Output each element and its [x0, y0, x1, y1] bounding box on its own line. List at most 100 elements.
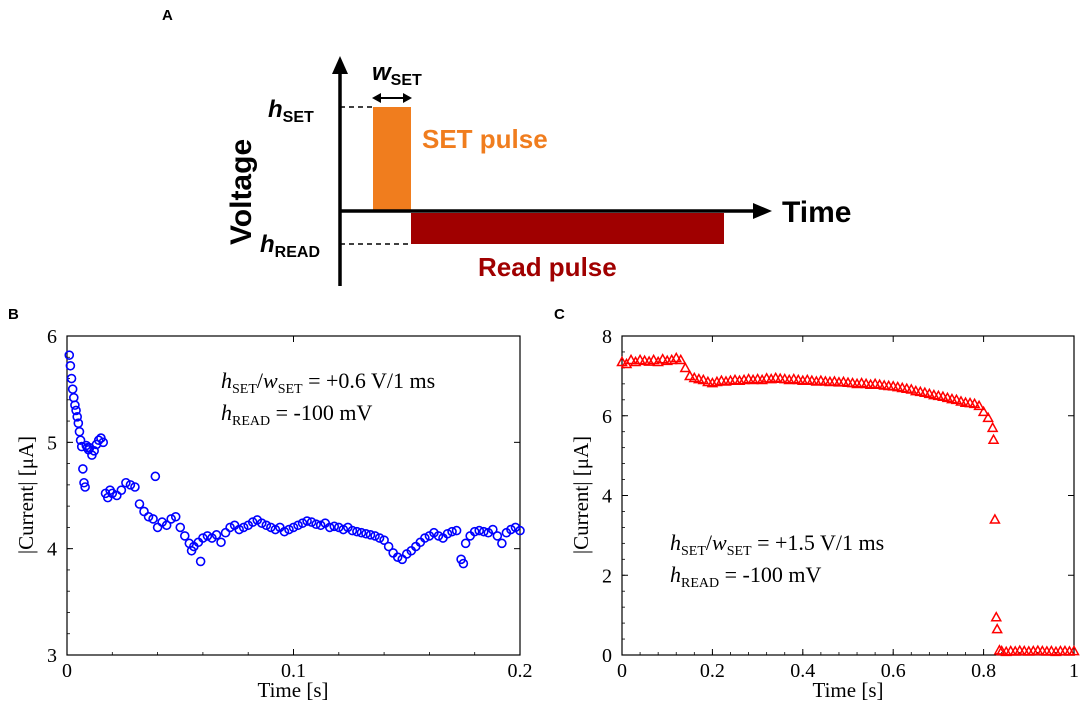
panel-b-data-point [324, 522, 335, 533]
panel-b-data-point [478, 526, 489, 537]
panel-b-data-point [288, 522, 299, 533]
panel-b-data-point [67, 384, 78, 394]
panel-c-y-tick-label: 6 [602, 406, 612, 428]
panel-b-data-point [420, 533, 430, 543]
panel-b-letter: B [8, 306, 19, 323]
panel-c-data-point [616, 355, 628, 367]
panel-b-data-point [148, 514, 158, 524]
panel-c-data-point [756, 373, 768, 385]
panel-b-data-point [256, 518, 267, 528]
panel-b-data-point [302, 516, 312, 526]
panel-b-data-point [93, 435, 104, 446]
panel-b-data-point [72, 412, 82, 422]
read-pulse-label: Read pulse [478, 252, 617, 282]
panel-b-data-point [352, 526, 362, 537]
panel-c-data-point [629, 355, 642, 367]
panel-b-data-point [143, 511, 154, 522]
panel-c-data-point [993, 644, 1006, 655]
panel-b-data-point [374, 533, 385, 543]
panel-b-data-point [338, 524, 349, 535]
panel-b-data-point [216, 537, 226, 548]
panel-b-data-point [383, 541, 394, 552]
panel-c-x-axis-label: Time [s] [813, 678, 884, 702]
voltage-axis-label: Voltage [225, 139, 258, 245]
h-read-label: hREAD [260, 231, 320, 261]
panel-b-x-tick-label: 0.2 [508, 660, 533, 682]
panel-b-data-point [65, 360, 76, 371]
panel-b-data-point [261, 520, 272, 531]
panel-b-data-point [130, 482, 140, 492]
panel-b-data-point [98, 437, 109, 448]
panel-c-y-tick-label: 2 [602, 565, 612, 587]
panel-c-tick-labels: 0 0.2 0.4 0.6 0.8 1 0 2 4 6 8 [602, 326, 1079, 682]
panel-b-data-point [442, 528, 453, 539]
panel-b-data-point [70, 400, 80, 410]
panel-c-x-tick-label: 0 [617, 660, 627, 682]
panel-c-plot-frame [621, 335, 1075, 656]
time-axis-arrowhead [753, 203, 772, 219]
panel-b-data-point [152, 522, 163, 533]
panel-b-data-point [74, 426, 85, 437]
panel-b-data-point [220, 527, 231, 538]
panel-c-x-tick-label: 0.6 [881, 660, 906, 682]
panel-c-data-point [968, 397, 981, 409]
panel-b-data-point [125, 480, 136, 490]
panel-b-data-point [75, 435, 86, 446]
panel-b-data-point [202, 531, 213, 541]
panel-b-data-point [361, 528, 371, 539]
panel-b-data-point [284, 524, 294, 535]
panel-b-data-point [279, 526, 290, 537]
panel-c-y-tick-label: 0 [602, 645, 612, 667]
panel-b-data-point [469, 526, 480, 537]
panel-b-data-point [64, 350, 75, 360]
panel-b-data-point [166, 514, 176, 524]
panel-b-data-point [306, 517, 317, 527]
w-set-arrow-right-head [403, 93, 412, 103]
panel-b-data-point [297, 518, 308, 528]
panel-c-ticks [621, 335, 1075, 656]
panel-b-data-point [247, 517, 258, 527]
panel-c-data-point [643, 355, 655, 366]
panel-b-data-point [474, 525, 485, 536]
panel-b-data-point [195, 556, 206, 567]
panel-b-data-point [333, 522, 344, 533]
panel-b-tick-labels: 0 0.1 0.2 3 4 5 6 [47, 326, 533, 682]
panel-b-data-point [392, 552, 403, 562]
w-set-arrow-left-head [372, 93, 381, 103]
panel-b-data-point [134, 499, 145, 509]
panel-b-points [64, 350, 525, 569]
w-set-label: wSET [372, 59, 422, 89]
panel-c-data-point [986, 421, 999, 433]
panel-b-data-point [150, 471, 161, 482]
panel-b-y-tick-label: 3 [47, 645, 57, 667]
panel-b-data-point [315, 520, 326, 531]
panel-c-x-tick-label: 1 [1069, 660, 1079, 682]
panel-b-x-axis-label: Time [s] [258, 678, 329, 702]
panel-c-y-tick-label: 8 [602, 326, 612, 348]
panel-c-data-point [1068, 644, 1080, 656]
read-pulse-bar [411, 213, 724, 244]
panel-c-data-point [697, 373, 710, 385]
panel-b-data-point [71, 405, 81, 416]
panel-b-data-point [234, 524, 244, 535]
panel-c-data-point [987, 433, 1000, 445]
panel-c-annotation-line2: hREAD = -100 mV [670, 562, 821, 591]
panel-c-x-tick-label: 0.2 [700, 660, 725, 682]
panel-b-data-point [451, 525, 462, 536]
panel-b-data-point [238, 522, 249, 533]
panel-c-data-point [647, 353, 660, 365]
panel-b-data-point [161, 520, 172, 531]
panel-c-data-point [905, 383, 918, 394]
panel-b-data-point [365, 530, 376, 540]
panel-b-annotation-line1: hSET/wSET = +0.6 V/1 ms [221, 368, 435, 397]
panel-b-data-point [78, 464, 88, 474]
panel-b-data-point [80, 482, 90, 492]
panel-b-data-point [139, 506, 149, 517]
panel-b-data-point [379, 535, 389, 545]
panel-c-data-point [625, 353, 637, 365]
panel-b-data-point [515, 525, 525, 536]
time-axis-label: Time [782, 196, 851, 229]
panel-c-data-point [652, 355, 664, 367]
panel-c-data-point [950, 393, 963, 405]
